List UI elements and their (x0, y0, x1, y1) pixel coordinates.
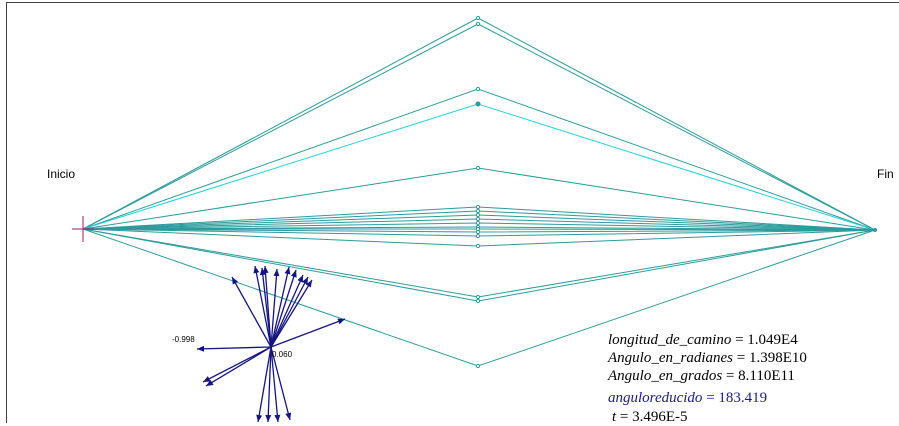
path-vertex (475, 86, 481, 92)
readout-longitud-value: = 1.049E4 (735, 332, 798, 348)
end-marker (873, 228, 877, 232)
vector-arrowhead (284, 267, 291, 275)
vector-line (254, 265, 272, 348)
vector-line (270, 346, 279, 423)
vector-line (202, 346, 272, 383)
vector-arrowhead (232, 277, 239, 285)
readout-angulo-radianes: Angulo_en_radianes = 1.398E10 (608, 349, 807, 367)
vector-line (231, 276, 272, 348)
path-line (82, 17, 876, 231)
vector-line (270, 276, 309, 348)
vector-arrowhead (197, 345, 205, 352)
start-label: Inicio (47, 167, 76, 181)
vector-line (205, 346, 272, 387)
path-vertex (475, 298, 481, 304)
readout-longitud: longitud_de_camino = 1.049E4 (608, 331, 798, 349)
path-vertex (475, 101, 481, 107)
vector-line (270, 266, 290, 348)
vector-arrowhead (305, 280, 312, 288)
readout-grados-value: = 8.110E11 (725, 368, 795, 384)
vector-arrowhead (337, 318, 345, 325)
vector-arrowhead (262, 266, 269, 274)
path-vertex (475, 229, 481, 235)
vector-line (257, 346, 272, 423)
readout-t-name: t (612, 409, 617, 425)
path-vertex (475, 216, 481, 222)
readout-reducido-name: anguloreducido (608, 390, 703, 406)
vector-line (267, 346, 272, 423)
vector-center-value: 0.060 (272, 350, 293, 359)
readout-longitud-name: longitud_de_camino (608, 332, 732, 348)
vector-arrowhead (285, 412, 292, 420)
vector-line (270, 318, 346, 348)
path-line (82, 228, 876, 302)
vector-left-value: -0.998 (172, 335, 195, 344)
vector-arrowhead (265, 414, 272, 422)
vector-line (270, 268, 278, 348)
vector-arrowhead (297, 275, 303, 283)
vector-line (196, 346, 272, 350)
path-line (82, 88, 876, 231)
path-vertex (475, 204, 481, 210)
path-vertex (475, 208, 481, 214)
vector-arrowhead (256, 414, 263, 422)
vector-arrowhead (206, 379, 214, 386)
vector-arrowhead (259, 268, 266, 276)
path-vertex (475, 212, 481, 218)
path-line (82, 23, 876, 231)
path-vertex (475, 363, 481, 369)
path-line (82, 228, 876, 298)
readout-t-value: = 3.496E-5 (619, 409, 688, 425)
vector-arrowhead (203, 376, 211, 382)
vector-line (270, 279, 313, 348)
readout-reducido-value: = 183.419 (706, 390, 768, 406)
vector-line (270, 346, 291, 421)
vector-line (270, 269, 297, 348)
readout-anguloreducido: anguloreducido = 183.419 (608, 389, 767, 407)
vector-line (264, 265, 272, 348)
path-vertex (475, 243, 481, 249)
plot-frame (6, 2, 899, 423)
end-label: Fin (877, 167, 894, 181)
path-vertex (475, 233, 481, 239)
vector-arrowhead (274, 414, 281, 422)
path-vertex (475, 165, 481, 171)
readout-t: t = 3.496E-5 (612, 408, 688, 426)
vector-arrowhead (290, 270, 297, 278)
readout-radianes-name: Angulo_en_radianes (608, 350, 733, 366)
path-vertex (475, 220, 481, 226)
path-vertex (475, 294, 481, 300)
readout-radianes-value: = 1.398E10 (736, 350, 807, 366)
readout-angulo-grados: Angulo_en_grados = 8.110E11 (608, 367, 795, 385)
vector-arrowhead (273, 269, 280, 277)
readout-grados-name: Angulo_en_grados (608, 368, 723, 384)
vector-arrowhead (253, 266, 260, 274)
path-vertex (475, 21, 481, 27)
path-vertex (475, 15, 481, 21)
vector-arrowhead (302, 277, 308, 285)
vector-line (270, 274, 304, 348)
